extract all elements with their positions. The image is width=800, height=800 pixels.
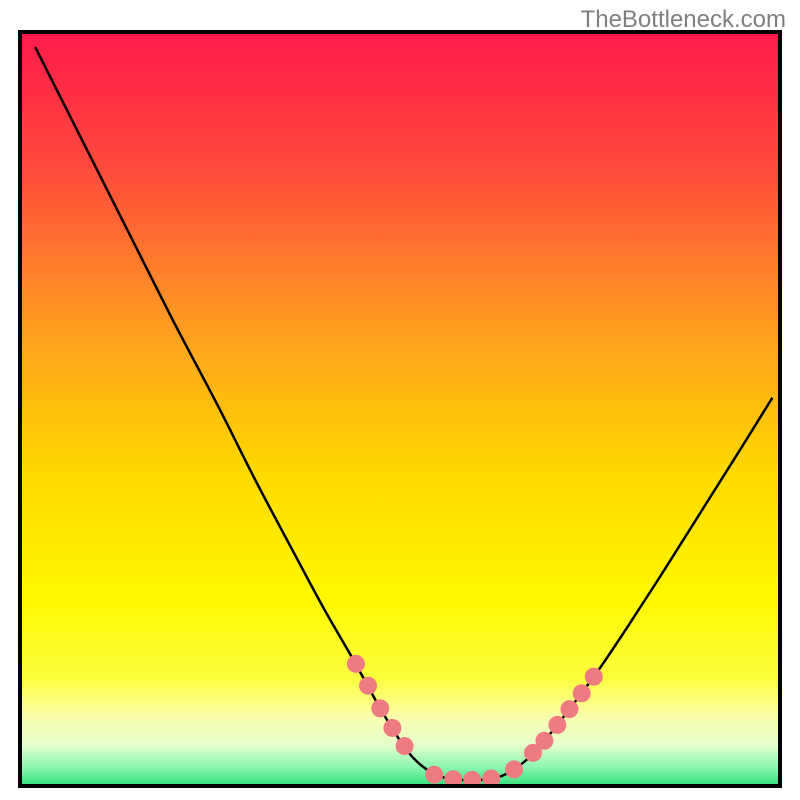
- curve-dot: [505, 760, 523, 778]
- curve-dot: [396, 737, 414, 755]
- watermark-text: TheBottleneck.com: [581, 6, 786, 34]
- curve-dot: [585, 668, 603, 686]
- chart-background: [20, 32, 780, 786]
- curve-dot: [573, 684, 591, 702]
- curve-dot: [548, 716, 566, 734]
- curve-dot: [425, 766, 443, 784]
- curve-dot: [383, 719, 401, 737]
- curve-dot: [560, 700, 578, 718]
- curve-dot: [347, 655, 365, 673]
- curve-dot: [359, 677, 377, 695]
- chart-svg: [0, 0, 800, 800]
- curve-dot: [535, 732, 553, 750]
- chart-container: TheBottleneck.com: [0, 0, 800, 800]
- curve-dot: [371, 699, 389, 717]
